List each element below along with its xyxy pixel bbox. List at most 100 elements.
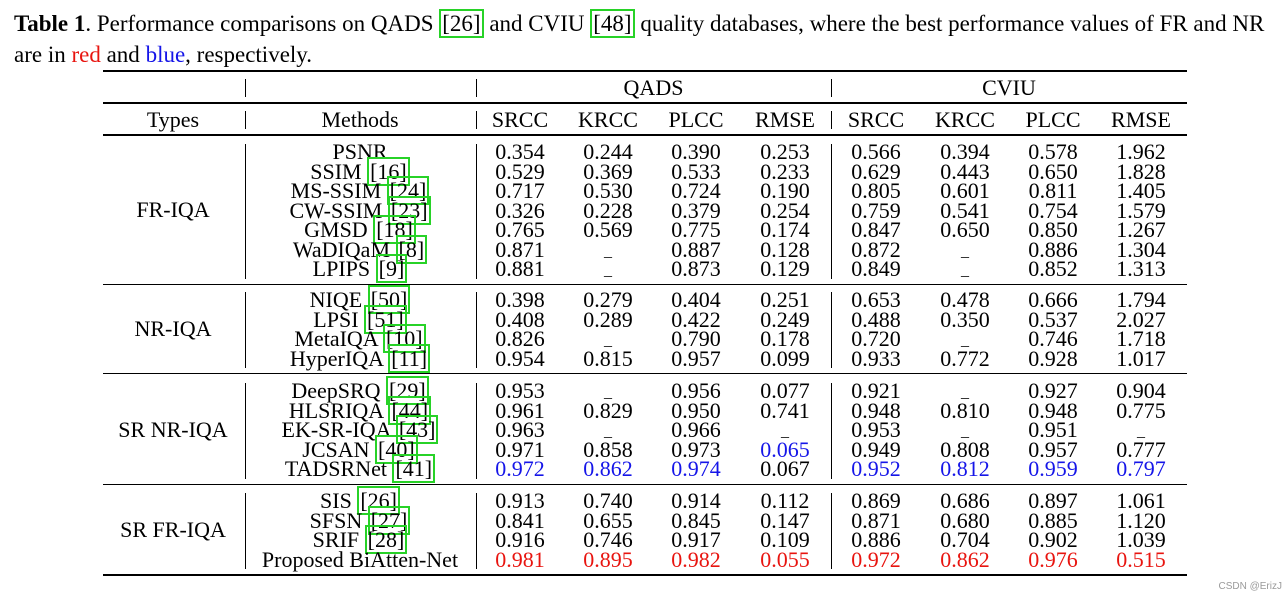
rule-line — [103, 483, 1187, 485]
citation-link[interactable]: [23] — [387, 195, 431, 225]
table-cell-value: 1.120 — [1116, 507, 1166, 533]
citation-link[interactable]: [50] — [367, 285, 411, 314]
rule-line — [103, 373, 1187, 374]
method-name: SFSN [27] — [245, 505, 475, 535]
group-type-label: SR NR-IQA — [118, 416, 228, 442]
table-cell-value: 0.956 — [671, 378, 721, 403]
group-type-label: SR FR-IQA — [120, 517, 226, 542]
rule-line — [103, 70, 1187, 72]
citation-link[interactable]: [16] — [367, 156, 410, 186]
table-cell-value: 1.962 — [1116, 139, 1166, 164]
table-cell-value: 0.815 — [583, 345, 633, 371]
table-cell-value: 0.950 — [671, 397, 721, 423]
column-divider — [476, 493, 477, 569]
table-cell-value: 0.379 — [671, 197, 721, 223]
method-label: HLSRIQA — [288, 397, 389, 423]
method-name: SRIF [28] — [245, 525, 475, 554]
table-cell-value: 0.190 — [760, 178, 810, 203]
table-cell-value: 0.478 — [940, 287, 990, 312]
column-divider — [245, 383, 246, 479]
table-cell-value: 0.810 — [940, 397, 990, 423]
table-cell-value: 0.746 — [583, 527, 633, 552]
table-cell-value: _ — [604, 384, 612, 401]
table-cell-value: 0.852 — [1028, 256, 1078, 281]
citation-link[interactable]: [26] — [439, 9, 484, 38]
column-divider — [476, 292, 477, 368]
caption-text: , respectively. — [185, 42, 313, 67]
rule-line — [103, 134, 1187, 136]
citation-link[interactable]: [10] — [382, 324, 426, 353]
table-cell-value: 0.404 — [671, 287, 721, 312]
citation-link[interactable]: [51] — [364, 304, 407, 334]
table-cell-value: 0.973 — [671, 436, 721, 462]
citation-link[interactable]: [27] — [367, 505, 411, 535]
table-cell-value: 0.128 — [760, 236, 810, 262]
table-cell-value: 0.055 — [760, 546, 810, 572]
table-cell-value: 0.233 — [760, 158, 810, 184]
method-name: LPSI [51] — [245, 304, 475, 334]
citation-link[interactable]: [8] — [395, 234, 428, 264]
table-caption: Table 1. Performance comparisons on QADS… — [14, 8, 1284, 70]
table-cell-value: 0.746 — [1028, 326, 1078, 351]
citation-link[interactable]: [11] — [388, 343, 431, 373]
rule-line — [103, 102, 1187, 104]
table-cell-value: 0.109 — [760, 527, 810, 552]
header-metric-plcc: PLCC — [1025, 107, 1081, 132]
citation-link[interactable]: [40] — [375, 434, 418, 464]
table-cell-value: 0.921 — [851, 378, 901, 403]
citation-link[interactable]: [9] — [375, 254, 408, 283]
table-cell-value: 1.405 — [1116, 178, 1166, 203]
method-name: GMSD [18] — [245, 215, 475, 244]
table-cell-value: 0.949 — [851, 436, 901, 462]
header-metric-srcc: SRCC — [491, 107, 549, 132]
table-cell-value: 0.963 — [495, 417, 545, 442]
table-cell-value: 0.966 — [671, 417, 721, 442]
citation-link[interactable]: [28] — [364, 525, 408, 554]
table-cell-value: 0.566 — [851, 139, 901, 164]
table-cell-value: 0.858 — [583, 436, 633, 462]
table-cell-value: 0.065 — [760, 436, 810, 462]
table-cell-value: 0.948 — [1028, 397, 1078, 423]
table-cell-value: 0.253 — [760, 139, 810, 164]
watermark: CSDN @ErizJ — [1218, 581, 1283, 592]
method-label: SSIM — [310, 158, 368, 184]
citation-link[interactable]: [43] — [395, 415, 439, 444]
header-metric-rmse: RMSE — [755, 107, 815, 132]
table-cell-value: 0.829 — [583, 397, 633, 423]
table-cell-value: 0.847 — [851, 217, 901, 242]
table-cell-value: 0.772 — [940, 345, 990, 371]
column-divider — [476, 383, 477, 479]
table-cell-value: 0.686 — [940, 488, 990, 513]
table-cell-value: 1.304 — [1116, 236, 1166, 262]
citation-link[interactable]: [44] — [388, 395, 432, 425]
table-cell-value: 0.077 — [760, 378, 810, 403]
table-cell-value: 0.394 — [940, 139, 990, 164]
table-cell-value: 0.537 — [1028, 306, 1078, 332]
table-cell-value: _ — [961, 332, 969, 349]
table-cell-value: 0.775 — [1116, 397, 1166, 423]
citation-link[interactable]: [41] — [392, 454, 436, 483]
table-cell-value: 1.313 — [1116, 256, 1166, 281]
table-cell-value: 0.390 — [671, 139, 721, 164]
method-label: MS-SSIM — [290, 178, 387, 203]
method-label: Proposed BiAtten-Net — [261, 546, 459, 572]
citation-link[interactable]: [26] — [357, 486, 400, 515]
method-label: WaDIQaM — [292, 236, 396, 262]
citation-link[interactable]: [24] — [386, 176, 430, 205]
table-cell-value: 0.666 — [1028, 287, 1078, 312]
caption-blue-word: blue — [145, 42, 186, 67]
column-divider — [831, 144, 832, 279]
method-name: EK-SR-IQA [43] — [245, 415, 475, 444]
table-cell-value: 0.326 — [495, 197, 545, 223]
table-cell-value: 0.951 — [1028, 417, 1078, 442]
table-cell-value: 0.904 — [1116, 378, 1166, 403]
table-cell-value: 0.872 — [851, 236, 901, 262]
table-cell-value: 0.914 — [671, 488, 721, 513]
citation-link[interactable]: [29] — [386, 376, 429, 405]
method-label: LPSI — [313, 306, 365, 332]
citation-link[interactable]: [48] — [590, 9, 635, 38]
header-db-cviu: CVIU — [982, 75, 1036, 100]
citation-link[interactable]: [18] — [373, 215, 416, 244]
column-divider — [476, 79, 477, 97]
caption-text: quality databases, where the best perfor… — [14, 11, 1265, 67]
